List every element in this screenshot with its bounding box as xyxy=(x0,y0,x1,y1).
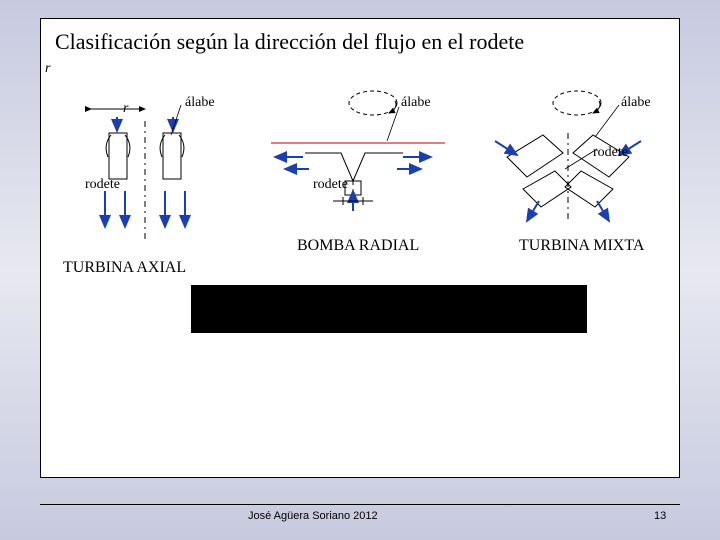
label-alabe-radial: álabe xyxy=(401,95,431,111)
label-alabe-mixta: álabe xyxy=(621,95,651,111)
caption-axial: TURBINA AXIAL xyxy=(63,259,186,277)
diagram-mixta xyxy=(465,61,685,251)
diagram-area: r xyxy=(45,61,677,271)
label-rodete-radial: rodete xyxy=(313,177,348,193)
label-r-axial: r xyxy=(45,61,50,77)
footer-author: José Agüera Soriano 2012 xyxy=(248,510,378,522)
content-panel: Clasificación según la dirección del flu… xyxy=(40,18,680,478)
caption-radial: BOMBA RADIAL xyxy=(297,237,419,255)
footer-page-number: 13 xyxy=(654,510,666,522)
footer-divider xyxy=(40,504,680,505)
diagram-axial xyxy=(45,61,245,261)
label-rodete-axial: rodete xyxy=(85,177,120,193)
redaction-bar xyxy=(191,285,587,333)
label-rodete-mixta: rodete xyxy=(593,145,628,161)
slide-title: Clasificación según la dirección del flu… xyxy=(55,29,524,55)
diagram-radial xyxy=(245,61,465,251)
caption-mixta: TURBINA MIXTA xyxy=(519,237,644,255)
label-alabe-axial: álabe xyxy=(185,95,215,111)
label-r: r xyxy=(123,101,128,117)
slide: Clasificación según la dirección del flu… xyxy=(0,0,720,540)
